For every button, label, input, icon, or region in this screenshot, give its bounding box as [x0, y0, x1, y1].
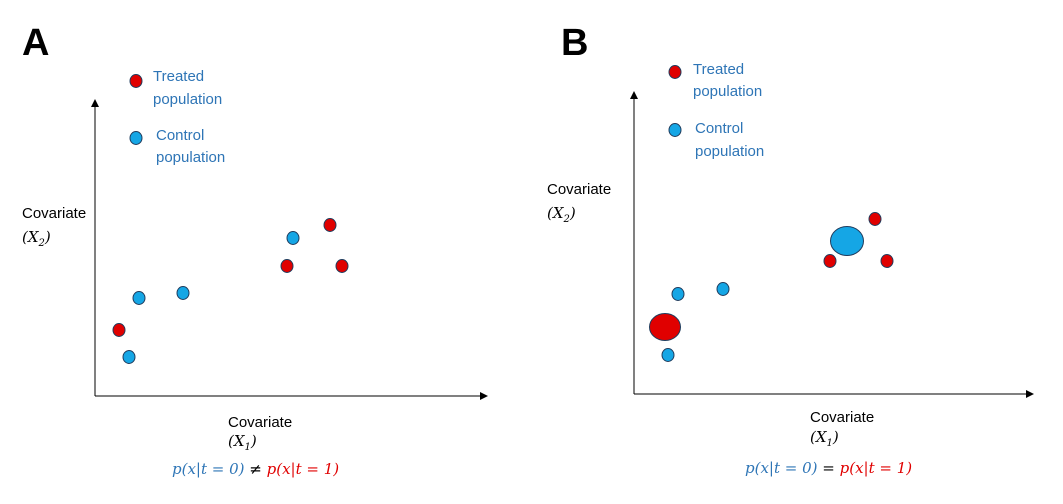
panel-b-y-axis-variable: (X2) [547, 204, 576, 225]
control-point [671, 287, 685, 301]
legend-treated-label-line1: Treated [693, 61, 744, 78]
panel-b-legend: Treated population Control population [668, 61, 764, 160]
panel-a-y-axis-variable: (X2) [22, 228, 51, 249]
treated-point [280, 259, 294, 273]
control-point [122, 350, 136, 364]
control-weighted-point [830, 226, 864, 256]
legend-control-marker [668, 123, 682, 137]
panel-a-formula: p(x|t = 0) ≠ p(x|t = 1) [172, 460, 339, 478]
panel-b: B Treated population Control population … [547, 22, 1034, 477]
control-point [716, 282, 730, 296]
legend-control-marker [129, 131, 143, 145]
treated-point [868, 212, 882, 226]
control-point [661, 348, 675, 362]
legend-control-label-line2: population [156, 149, 225, 166]
control-point [176, 286, 190, 300]
control-point [286, 231, 300, 245]
legend-control-label-line1: Control [695, 120, 743, 137]
treated-point [823, 254, 837, 268]
panel-a-x-axis-variable: (X1) [228, 432, 257, 453]
panel-a: A Treated population Control population … [22, 22, 488, 478]
legend-control-label-line1: Control [156, 127, 204, 144]
treated-point [335, 259, 349, 273]
panel-b-formula: p(x|t = 0) = p(x|t = 1) [745, 459, 912, 477]
panel-a-legend: Treated population Control population [129, 68, 225, 166]
panel-b-y-axis-label: Covariate [547, 181, 611, 198]
legend-control-label-line2: population [695, 143, 764, 160]
panel-a-letter: A [22, 22, 49, 64]
panel-a-x-axis-label: Covariate [228, 414, 292, 431]
panel-b-x-axis-label: Covariate [810, 409, 874, 426]
legend-treated-label-line1: Treated [153, 68, 204, 85]
panel-b-x-axis-variable: (X1) [810, 428, 839, 449]
legend-treated-marker [129, 74, 143, 88]
panel-b-points [649, 212, 894, 362]
treated-weighted-point [649, 313, 681, 341]
control-point [132, 291, 146, 305]
treated-point [112, 323, 126, 337]
panel-a-y-axis-label: Covariate [22, 205, 86, 222]
panel-a-points [112, 218, 349, 364]
treated-point [323, 218, 337, 232]
legend-treated-label-line2: population [153, 91, 222, 108]
legend-treated-label-line2: population [693, 83, 762, 100]
legend-treated-marker [668, 65, 682, 79]
treated-point [880, 254, 894, 268]
panel-b-letter: B [561, 22, 588, 64]
